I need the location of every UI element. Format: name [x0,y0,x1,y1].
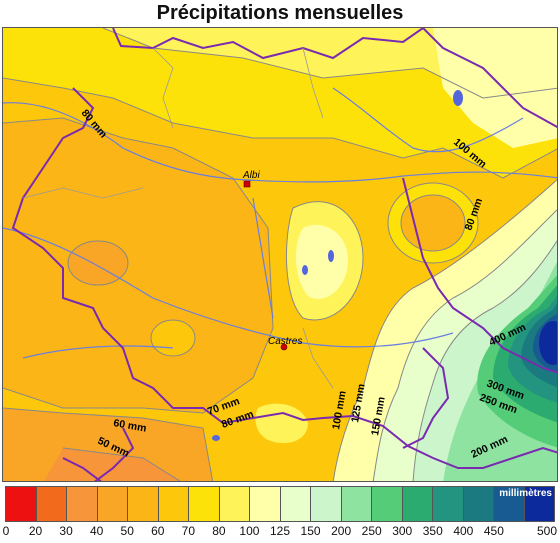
legend-tick-label: 450 [483,524,504,538]
legend-tick-label: 400 [453,524,474,538]
legend-tick-label: 50 [120,524,134,538]
legend-swatch [372,487,403,521]
legend-tick-label: 300 [392,524,413,538]
legend-swatch [341,487,372,521]
legend-tick-label: 150 [300,524,321,538]
legend-swatch [219,487,250,521]
legend-tick-label: 80 [212,524,226,538]
legend-tick-label: 100 [239,524,260,538]
legend-swatch [311,487,342,521]
albi-marker [243,180,251,188]
legend-tick-label: 250 [361,524,382,538]
legend-swatch [463,487,494,521]
color-legend: millimètres [5,486,555,522]
legend-tick-label: 70 [181,524,196,538]
legend-swatch [36,487,67,521]
legend-tick-label: 40 [89,524,104,538]
city-label-albi: Albi [242,170,260,181]
legend-swatch [433,487,464,521]
legend-tick-label: 125 [269,524,291,538]
zone-30-40-sw [44,448,180,481]
legend-tick-label: 500 [536,524,558,538]
legend-tick-label: 60 [151,524,165,538]
lake-center-2 [302,265,308,275]
zone-50-60-west [3,118,273,413]
legend-swatch [524,487,554,521]
legend-tick-label: 0 [2,524,10,538]
legend-tick-label: 30 [59,524,73,538]
city-label-castres: Castres [268,336,302,347]
legend-tick-label: 350 [422,524,443,538]
legend-swatch [97,487,128,521]
legend-swatch [67,487,98,521]
legend-tick-label: 200 [331,524,352,538]
map-title: Précipitations mensuelles [156,2,404,24]
legend-tick-label: 20 [28,524,43,538]
legend-color-bar [5,486,555,522]
legend-swatch [250,487,281,521]
legend-swatch [158,487,189,521]
isoline-label: 60 mm [112,417,147,435]
legend-unit-label: millimètres [499,488,552,499]
zone-500-plus-east [539,321,557,365]
zone-80-100-south [255,403,308,444]
zone-100-125-center [296,224,348,299]
legend-swatch [128,487,159,521]
lake-center [328,250,334,262]
legend-swatch [6,487,37,521]
precipitation-map: Albi Castres 80 mm 100 mm 80 mm 400 mm 3… [2,27,558,482]
boundaries [22,47,334,389]
lake-ne [453,90,463,106]
legend-swatch [280,487,311,521]
rivers [3,87,557,359]
castres-marker [280,343,288,351]
legend-tick-row: 0 20 30 40 50 60 70 80 100 125 150 200 250 300 350 400 4… [0,524,560,540]
map-canvas: Albi Castres 80 mm 100 mm 80 mm 400 mm 3… [3,28,557,481]
lake-south [212,435,220,441]
legend-swatch [402,487,433,521]
legend-swatch [189,487,220,521]
legend-swatch [494,487,525,521]
